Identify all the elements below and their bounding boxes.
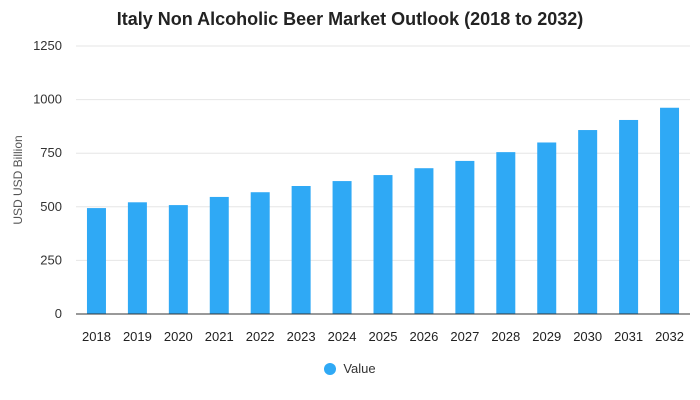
bar-2027 [455,160,475,314]
bar-2023 [291,186,311,314]
bar-2030 [578,130,598,314]
x-tick-label: 2026 [409,329,438,344]
bar-2026 [414,168,434,314]
bar-2029 [537,142,557,314]
bar-2032 [660,107,680,315]
bar-2025 [373,175,393,314]
y-tick-label: 1000 [33,92,62,107]
bar-2020 [168,205,188,314]
x-tick-label: 2021 [205,329,234,344]
y-tick-labels: 0 250 500 750 1000 1250 [33,38,62,321]
x-tick-label: 2032 [655,329,684,344]
x-tick-label: 2031 [614,329,643,344]
bar-2022 [250,192,270,314]
x-tick-label: 2022 [246,329,275,344]
y-tick-label: 250 [40,252,62,267]
bar-2021 [209,196,229,314]
x-tick-label: 2024 [328,329,357,344]
legend-label: Value [343,361,376,376]
y-axis-label: USD USD Billion [11,135,25,224]
y-tick-label: 750 [40,145,62,160]
x-tick-label: 2018 [82,329,111,344]
x-tick-label: 2030 [573,329,602,344]
legend: Value [0,361,700,376]
bar-2024 [332,181,352,314]
y-tick-label: 1250 [33,38,62,53]
chart-title: Italy Non Alcoholic Beer Market Outlook … [116,9,584,29]
y-tick-label: 0 [55,306,62,321]
bars [86,107,680,315]
y-tick-label: 500 [40,199,62,214]
bar-2031 [619,119,639,314]
x-tick-label: 2025 [369,329,398,344]
x-tick-label: 2023 [287,329,316,344]
x-tick-label: 2027 [450,329,479,344]
bar-2028 [496,152,516,314]
x-tick-label: 2019 [123,329,152,344]
legend-swatch [324,362,337,375]
bar-2018 [86,208,106,314]
x-tick-labels: 2018 2019 2020 2021 2022 2023 2024 2025 2026 2027… [82,329,684,344]
x-tick-label: 2029 [532,329,561,344]
x-tick-label: 2028 [491,329,520,344]
bar-2019 [127,202,147,314]
x-tick-label: 2020 [164,329,193,344]
